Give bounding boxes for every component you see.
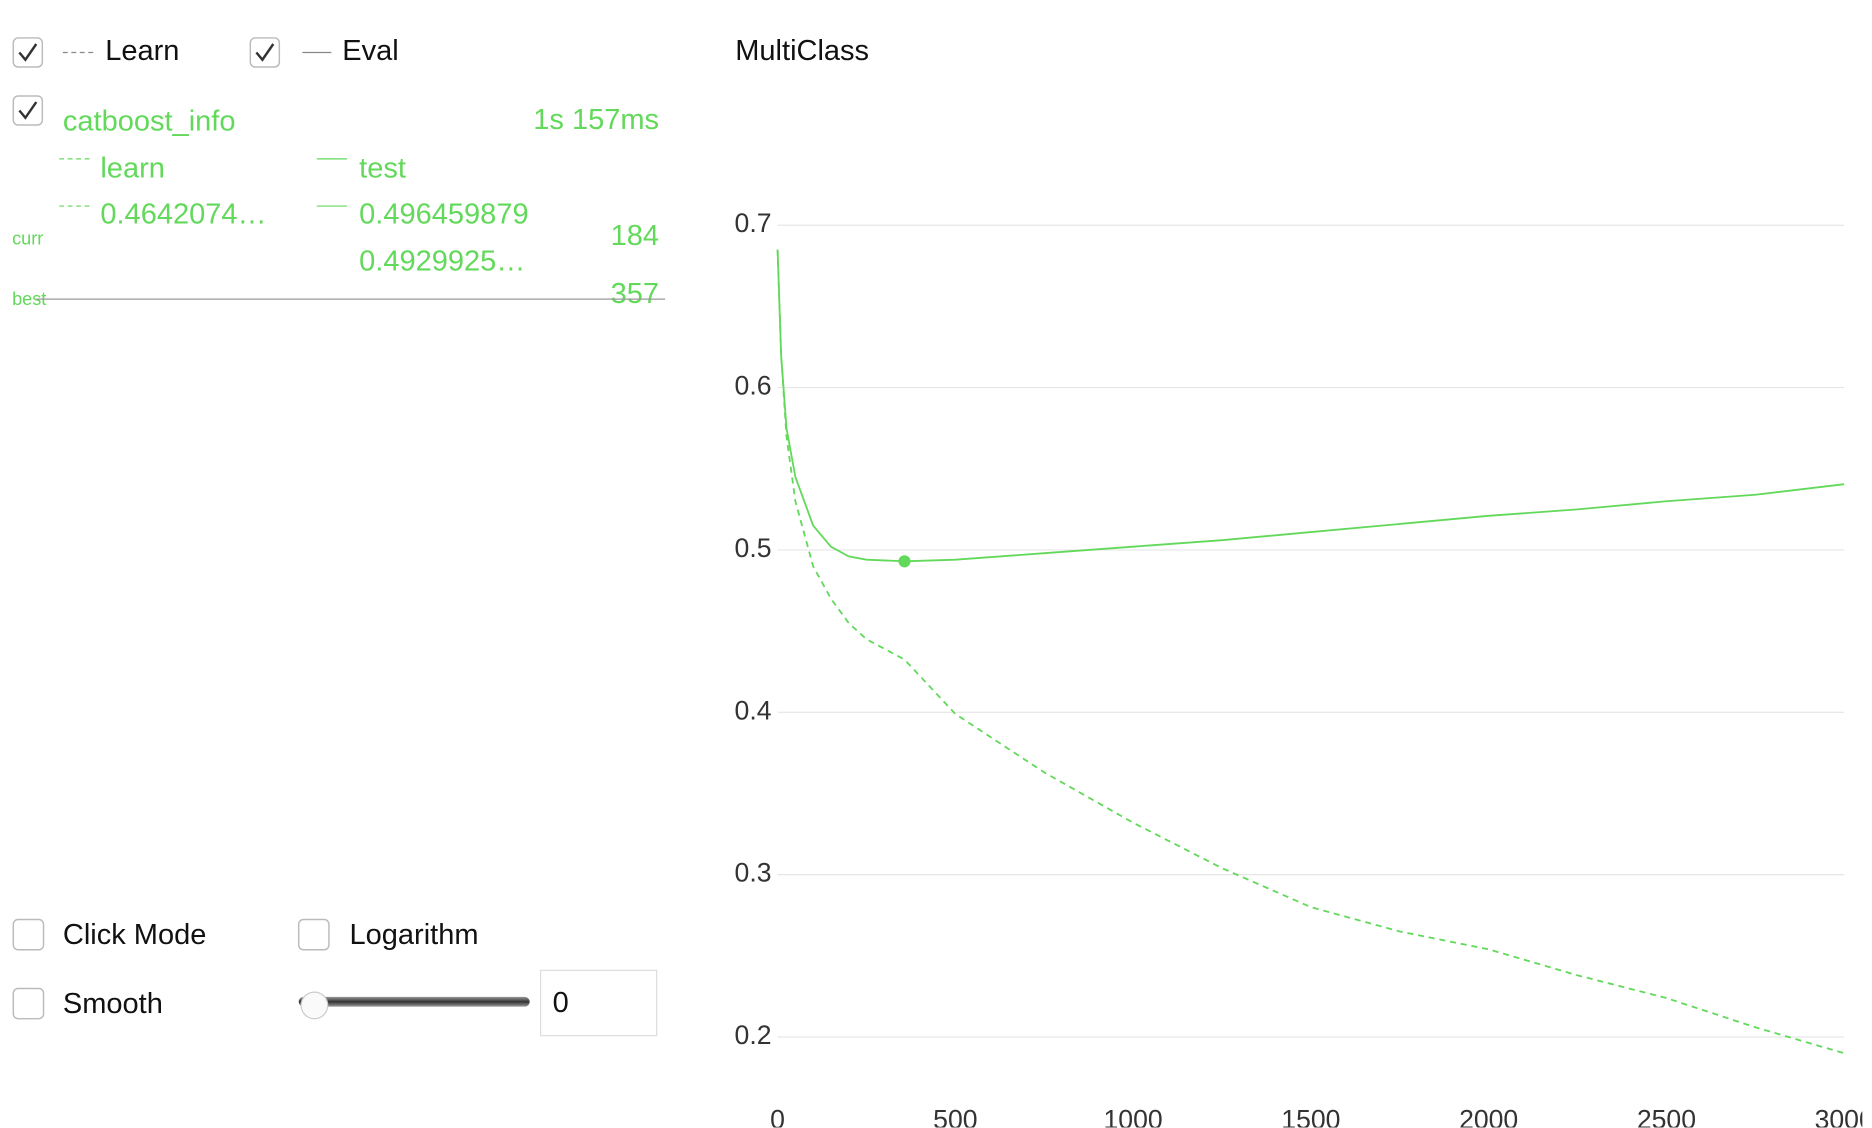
eval-legend: Eval (342, 35, 398, 67)
checkbox[interactable] (249, 37, 281, 68)
learn-legend: Learn (105, 35, 179, 67)
y-tick-label: 0.6 (735, 371, 772, 401)
logarithm-checkbox[interactable] (297, 918, 330, 951)
curr-test: 0.496459879 (359, 198, 528, 230)
check (255, 43, 275, 62)
smooth-value: 0 (553, 987, 569, 1019)
plot: 0.2 0.3 0.4 0.5 0.6 0.7 0 500 1000 1500 2000 2500 30… (735, 208, 1872, 1128)
click-mode-label[interactable]: Click Mode (63, 919, 207, 951)
best-test: 0.4929925… (359, 246, 525, 278)
run-name: catboost_info (63, 105, 236, 137)
x-tick-label: 2500 (1637, 1105, 1696, 1128)
x-tick-label: 1000 (1104, 1105, 1163, 1128)
x-tick-label: 3000 (1815, 1105, 1872, 1128)
slider-track[interactable] (298, 996, 530, 1007)
learn-toggle[interactable] (12, 37, 44, 68)
series-line (776, 249, 1845, 563)
y-tick-label: 0.2 (735, 1020, 772, 1050)
checkbox[interactable] (12, 95, 44, 126)
best-label: best (12, 289, 46, 309)
check (18, 101, 38, 120)
y-tick-label: 0.4 (735, 695, 772, 725)
curr-iter: 184 (611, 220, 659, 252)
curr-learn: 0.4642074… (100, 198, 266, 230)
click-mode-checkbox[interactable] (12, 918, 45, 951)
checkbox[interactable] (12, 37, 44, 68)
check (18, 43, 38, 62)
test-header: test (359, 152, 406, 184)
best-point (898, 555, 911, 568)
learn-header: learn (100, 152, 165, 184)
x-tick-label: 0 (770, 1105, 785, 1128)
smooth-checkbox[interactable] (12, 987, 45, 1020)
x-tick-label: 1500 (1281, 1105, 1340, 1128)
eval-toggle[interactable] (249, 37, 281, 68)
slider-knob[interactable] (300, 991, 329, 1020)
y-tick-label: 0.5 (735, 533, 772, 563)
best-iter: 357 (611, 278, 659, 310)
series-line (776, 249, 1845, 1055)
smooth-input[interactable] (539, 969, 658, 1037)
run-time: 1s 157ms (533, 104, 659, 136)
logarithm-label[interactable]: Logarithm (349, 919, 478, 951)
y-tick-label: 0.7 (735, 208, 772, 238)
x-tick-label: 2000 (1459, 1105, 1518, 1128)
smooth-label[interactable]: Smooth (63, 988, 163, 1020)
x-tick-label: 500 (933, 1105, 977, 1128)
chart-title: MultiClass (735, 35, 869, 67)
y-tick-label: 0.3 (735, 858, 772, 888)
curr-label: curr (12, 229, 43, 249)
run-toggle[interactable] (12, 95, 44, 126)
